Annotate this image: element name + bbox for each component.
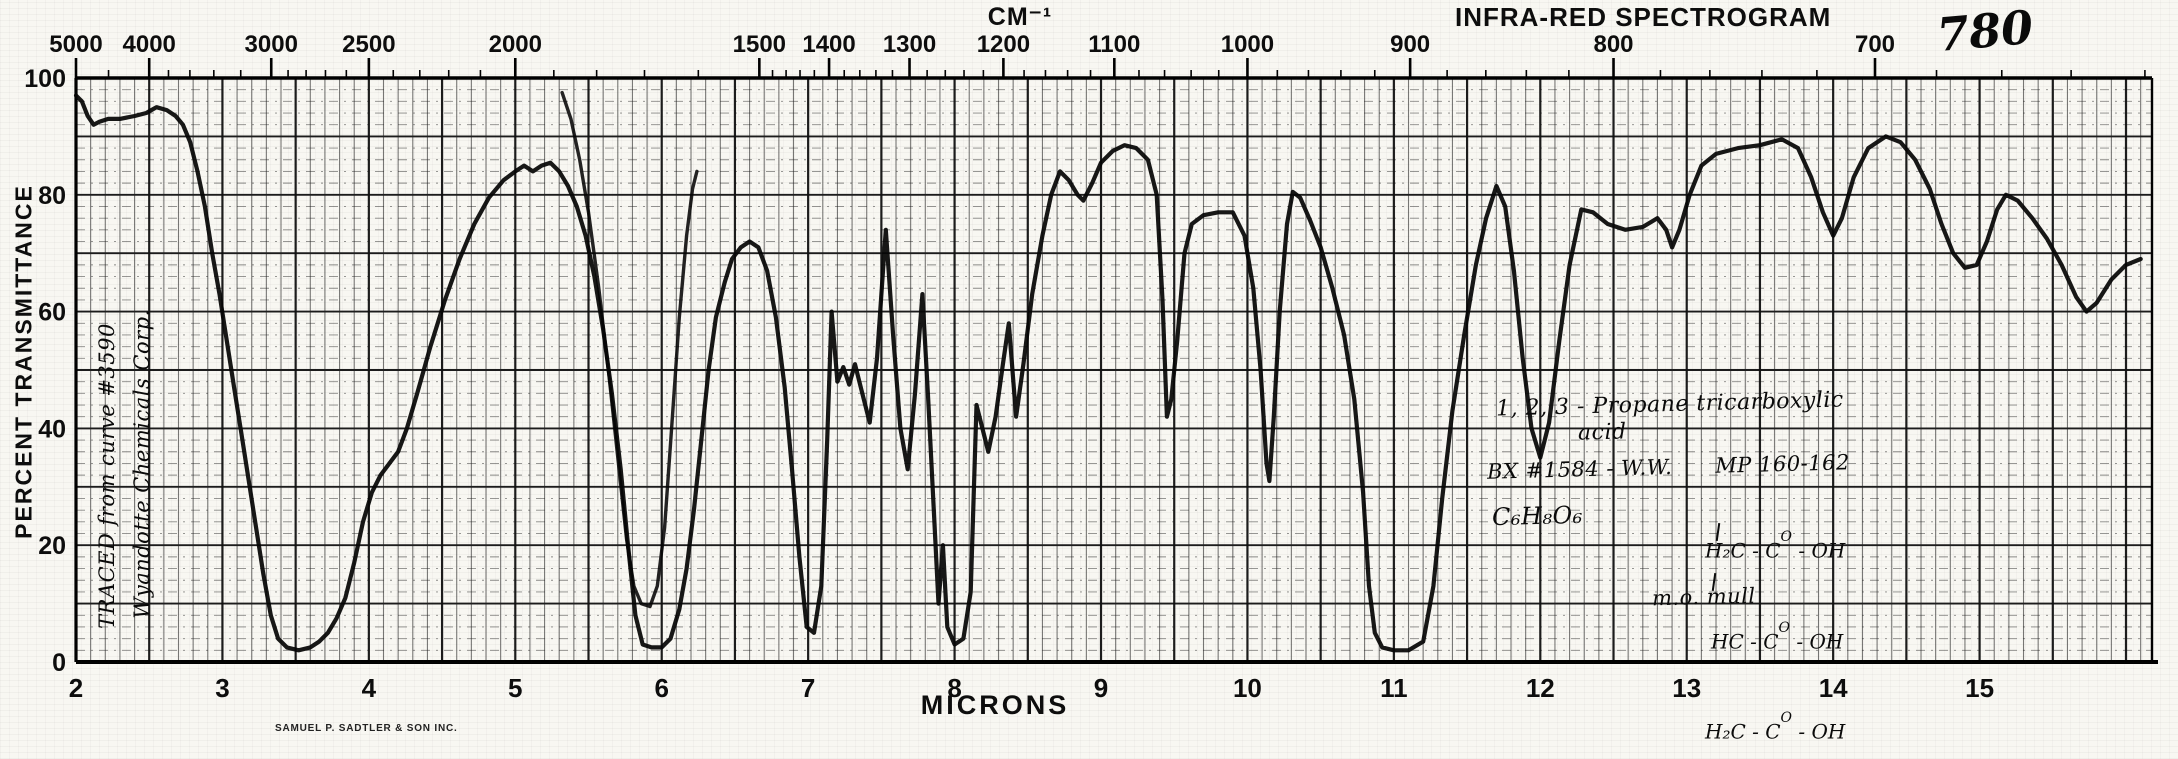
x-tick-label: 11 bbox=[1380, 673, 1408, 703]
grid-vertical-minor bbox=[90, 78, 2142, 662]
wavenumber-tick-label: 900 bbox=[1390, 31, 1430, 58]
x-tick-label: 10 bbox=[1233, 673, 1262, 703]
x-axis-title: MICRONS bbox=[920, 690, 1070, 720]
wavenumber-tick-label: 4000 bbox=[123, 31, 176, 58]
wavenumber-tick-label: 1100 bbox=[1088, 31, 1140, 58]
wavenumber-tick-label: 1000 bbox=[1221, 31, 1274, 58]
y-tick-label: 80 bbox=[38, 182, 66, 210]
y-tick-label: 0 bbox=[52, 649, 66, 677]
structure-row-1: H₂C - CO - OH bbox=[1705, 529, 1846, 563]
x-tick-label: 4 bbox=[362, 673, 377, 703]
wavenumber-tick-label: 3000 bbox=[245, 31, 298, 58]
x-tick-label: 12 bbox=[1526, 673, 1555, 703]
x-tick-label: 14 bbox=[1819, 673, 1848, 703]
x-tick-label: 9 bbox=[1094, 673, 1108, 703]
wavenumber-tick-label: 700 bbox=[1855, 31, 1895, 58]
y-tick-label: 40 bbox=[38, 415, 66, 443]
wavenumber-tick-label: 1200 bbox=[977, 31, 1030, 58]
structure-row-2: HC - CO - OH bbox=[1711, 619, 1844, 654]
bond-line bbox=[1711, 572, 1717, 592]
y-tick-label: 20 bbox=[38, 532, 66, 560]
x-tick-label: 13 bbox=[1672, 673, 1701, 703]
micron-tick-labels: 2 3 4 5 6 7 8 9 10 11 12 13 14 15 bbox=[69, 673, 1994, 703]
wavenumber-tick-labels: 5000 4000 3000 2500 2000 1500 1400 1300 1200 1100… bbox=[49, 31, 1895, 58]
x-tick-label: 15 bbox=[1965, 673, 1994, 703]
wavenumber-tick-label: 2500 bbox=[342, 31, 395, 58]
x-tick-label: 6 bbox=[654, 673, 668, 703]
wavenumber-tick-label: 1300 bbox=[883, 31, 936, 58]
x-tick-label: 5 bbox=[508, 673, 522, 703]
handwritten-molecular-formula: C₆H₈O₆ bbox=[1491, 500, 1584, 532]
handwritten-traced-note-line2: Wyandotte Chemicals Corp. bbox=[130, 309, 154, 619]
printer-imprint: SAMUEL P. SADTLER & SON INC. PHILADELPHI… bbox=[275, 699, 458, 759]
page-title: INFRA-RED SPECTROGRAM bbox=[1455, 2, 1832, 32]
wavenumber-tick-label: 1500 bbox=[733, 31, 786, 58]
wavenumber-ticks bbox=[74, 58, 2146, 78]
y-tick-label: 100 bbox=[24, 65, 66, 93]
grid-horizontal-minor bbox=[76, 89, 2152, 651]
printer-imprint-line1: SAMUEL P. SADTLER & SON INC. bbox=[275, 723, 458, 734]
handwritten-traced-note-line1: TRACED from curve #3590 bbox=[95, 323, 119, 629]
main-trace bbox=[73, 93, 2143, 653]
wavenumber-axis-title: CM⁻¹ bbox=[987, 3, 1053, 31]
x-tick-label: 3 bbox=[215, 673, 229, 703]
y-axis-title: PERCENT TRANSMITTANCE bbox=[10, 184, 37, 539]
x-tick-label: 8 bbox=[947, 673, 961, 703]
wavenumber-tick-label: 1400 bbox=[802, 31, 855, 58]
handwritten-structure: H₂C - CO - OH HC - CO - OH H₂C - CO - OH bbox=[1705, 485, 1845, 759]
wavenumber-tick-label: 2000 bbox=[489, 31, 542, 58]
grid-horizontal-major bbox=[76, 135, 2152, 605]
structure-row-3: H₂C - CO - OH bbox=[1705, 710, 1846, 744]
x-tick-label: 2 bbox=[69, 673, 83, 703]
x-tick-label: 7 bbox=[801, 673, 815, 703]
transmittance-tick-labels: 100 80 60 40 20 0 bbox=[24, 65, 66, 677]
y-tick-label: 60 bbox=[38, 299, 66, 327]
handwritten-compound-name-line2: acid bbox=[1577, 419, 1627, 446]
handwritten-page-number: 780 bbox=[1934, 0, 2036, 63]
wavenumber-tick-label: 800 bbox=[1593, 31, 1633, 58]
wavenumber-tick-label: 5000 bbox=[49, 31, 102, 58]
overlap-retrace bbox=[560, 90, 699, 609]
